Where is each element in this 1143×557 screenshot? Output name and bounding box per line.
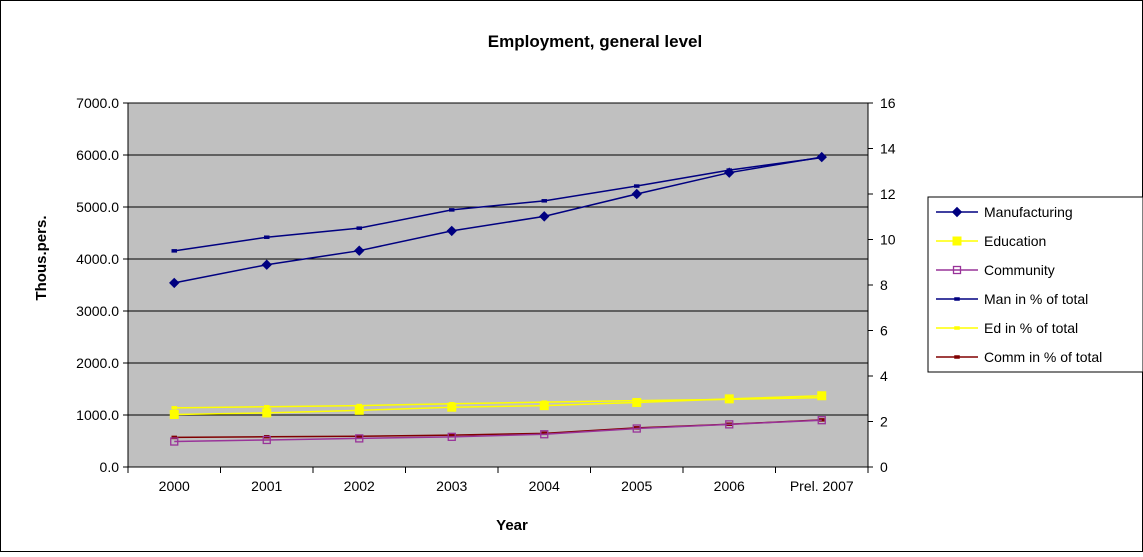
legend-item: Education bbox=[936, 233, 1046, 249]
series-man-in-of-total bbox=[171, 155, 825, 253]
data-point bbox=[724, 167, 735, 178]
data-point bbox=[447, 402, 457, 412]
legend-item: Comm in % of total bbox=[936, 349, 1102, 365]
series-line bbox=[174, 156, 822, 252]
data-point bbox=[817, 391, 827, 401]
plot-background bbox=[127, 102, 869, 468]
x-tick-label: 2006 bbox=[714, 478, 745, 494]
data-point bbox=[447, 432, 456, 441]
legend-label: Comm in % of total bbox=[984, 349, 1102, 365]
legend-marker bbox=[951, 206, 963, 218]
data-point bbox=[449, 208, 455, 212]
legend-label: Community bbox=[984, 262, 1055, 278]
data-point bbox=[354, 245, 365, 256]
legend-marker bbox=[954, 326, 960, 330]
series-line bbox=[174, 156, 822, 284]
legend-box bbox=[927, 196, 1143, 373]
data-point bbox=[171, 406, 177, 410]
chart-title: Employment, general level bbox=[488, 32, 702, 51]
data-point bbox=[169, 409, 179, 419]
data-point bbox=[446, 225, 457, 237]
x-tick-label: 2000 bbox=[159, 478, 190, 494]
y2-tick-label: 8 bbox=[880, 277, 888, 293]
legend-marker bbox=[952, 265, 962, 275]
legend-label: Manufacturing bbox=[984, 204, 1073, 220]
x-tick-label: 2003 bbox=[436, 478, 467, 494]
data-point bbox=[356, 226, 362, 230]
legend-marker bbox=[952, 236, 962, 246]
data-point bbox=[171, 249, 177, 253]
series-community bbox=[170, 416, 826, 446]
legend-item: Community bbox=[936, 262, 1055, 278]
data-point bbox=[539, 401, 549, 411]
legend-marker bbox=[954, 297, 960, 301]
y2-tick-label: 0 bbox=[880, 459, 888, 475]
y2-tick-label: 4 bbox=[880, 368, 888, 384]
data-point bbox=[634, 184, 640, 188]
data-point bbox=[631, 188, 642, 200]
legend-label: Ed in % of total bbox=[984, 320, 1078, 336]
data-point bbox=[264, 404, 270, 409]
data-point bbox=[170, 437, 179, 446]
x-tick-label: 2004 bbox=[529, 478, 560, 494]
x-tick-label: 2005 bbox=[621, 478, 652, 494]
y2-tick-label: 12 bbox=[880, 186, 896, 202]
x-tick-label: 2001 bbox=[251, 478, 282, 494]
y2-tick-label: 14 bbox=[880, 141, 896, 157]
x-tick-label: Prel. 2007 bbox=[790, 478, 854, 494]
data-point bbox=[724, 394, 734, 404]
data-point bbox=[355, 434, 364, 443]
y2-tick-label: 10 bbox=[880, 232, 896, 248]
y-tick-label: 5000.0 bbox=[76, 199, 119, 215]
data-point bbox=[539, 211, 550, 222]
data-point bbox=[725, 420, 734, 429]
legend-item: Ed in % of total bbox=[936, 320, 1078, 336]
series-line bbox=[174, 419, 822, 443]
data-point bbox=[540, 430, 549, 439]
y-tick-label: 0.0 bbox=[100, 459, 120, 475]
y-axis-title: Thous.pers. bbox=[33, 215, 50, 300]
y2-tick-label: 6 bbox=[880, 323, 888, 339]
series-education bbox=[169, 391, 827, 419]
legend-item: Man in % of total bbox=[936, 291, 1088, 307]
y-tick-label: 4000.0 bbox=[76, 251, 119, 267]
data-point bbox=[354, 405, 364, 415]
data-point bbox=[817, 416, 826, 425]
y-tick-label: 3000.0 bbox=[76, 303, 119, 319]
x-axis-title: Year bbox=[496, 517, 528, 534]
legend-item: Manufacturing bbox=[936, 204, 1073, 220]
y2-tick-label: 16 bbox=[880, 95, 896, 111]
data-point bbox=[261, 259, 272, 270]
y2-tick-label: 2 bbox=[880, 414, 888, 430]
plot-area: 0.0 1000.0 2000.0 3000.0 4000.0 5000.0 6000.0 7… bbox=[76, 95, 896, 494]
data-point bbox=[541, 199, 547, 203]
legend: Manufacturing Education Community Man in % … bbox=[927, 196, 1143, 373]
y-tick-label: 6000.0 bbox=[76, 147, 119, 163]
y-tick-label: 2000.0 bbox=[76, 355, 119, 371]
series-line bbox=[174, 395, 822, 416]
data-point bbox=[264, 235, 270, 239]
data-point bbox=[262, 408, 272, 418]
legend-label: Man in % of total bbox=[984, 291, 1088, 307]
y-tick-label: 7000.0 bbox=[76, 95, 119, 111]
series-manufacturing bbox=[169, 151, 827, 289]
data-point bbox=[816, 151, 827, 163]
data-point bbox=[632, 398, 642, 408]
y-tick-label: 1000.0 bbox=[76, 407, 119, 423]
legend-label: Education bbox=[984, 233, 1046, 249]
data-point bbox=[169, 277, 180, 289]
legend-marker bbox=[954, 355, 960, 359]
data-point bbox=[262, 435, 271, 445]
data-point bbox=[632, 424, 641, 433]
x-tick-label: 2002 bbox=[344, 478, 375, 494]
